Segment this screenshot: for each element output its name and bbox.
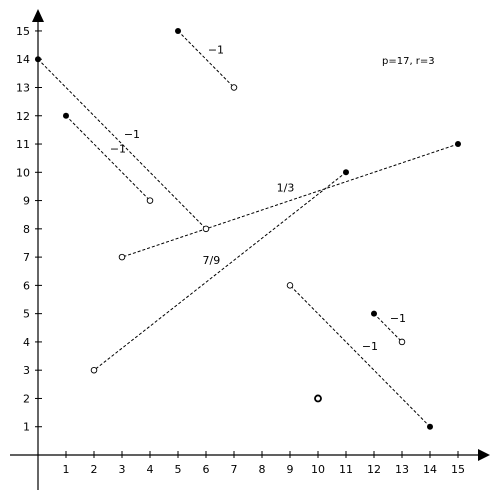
y-tick-label: 1 — [23, 421, 30, 434]
y-tick-label: 13 — [16, 81, 30, 94]
points — [35, 27, 461, 430]
y-axis-arrow — [32, 9, 44, 22]
x-tick-label: 5 — [175, 463, 182, 476]
segment-label: 7/9 — [203, 254, 221, 267]
filled-point — [455, 141, 461, 148]
x-tick-label: 14 — [423, 463, 437, 476]
y-tick-label: 14 — [16, 53, 30, 66]
y-tick-label: 10 — [16, 166, 30, 179]
x-tick-label: 8 — [259, 463, 266, 476]
y-tick-label: 11 — [16, 138, 30, 151]
x-tick-label: 6 — [203, 463, 210, 476]
segment-label: −1 — [362, 340, 378, 353]
x-tick-label: 7 — [231, 463, 238, 476]
segment-label: 1/3 — [277, 181, 295, 194]
filled-point — [371, 310, 377, 317]
dashed-segment — [177, 30, 235, 88]
segment-label: −1 — [124, 128, 140, 141]
y-tick-label: 6 — [23, 279, 30, 292]
segment-labels: −1−1−11/37/9−1−1 — [110, 43, 406, 353]
x-tick-label: 13 — [395, 463, 409, 476]
hollow-point — [118, 253, 126, 261]
dashed-segment — [121, 143, 459, 258]
y-tick-label: 12 — [16, 110, 30, 123]
dashed-segment — [373, 313, 403, 343]
y-tick-label: 4 — [23, 336, 30, 349]
x-tick-label: 11 — [339, 463, 353, 476]
hollow-point — [90, 366, 98, 374]
filled-point — [63, 112, 69, 119]
axes: 1 2 3 4 5 6 7 8 9 10 11 12 13 14 151234567891011121314… — [10, 9, 490, 490]
filled-point — [427, 423, 433, 430]
x-axis-arrow — [478, 449, 490, 461]
filled-point — [35, 56, 41, 63]
hollow-point — [230, 84, 238, 91]
isolated-point — [314, 394, 322, 403]
x-tick-label: 2 — [91, 463, 98, 476]
y-tick-label: 3 — [23, 364, 30, 377]
y-tick-label: 8 — [23, 223, 30, 236]
x-tick-label: 10 — [311, 463, 325, 476]
y-tick-label: 7 — [23, 251, 30, 264]
segments — [37, 30, 459, 428]
y-tick-label: 2 — [23, 392, 30, 405]
filled-point — [343, 169, 349, 176]
hollow-point — [146, 197, 154, 204]
x-tick-label: 15 — [451, 463, 465, 476]
x-tick-label: 9 — [287, 463, 294, 476]
dashed-segment — [93, 171, 347, 371]
x-tick-label: 12 — [367, 463, 381, 476]
hollow-point — [398, 338, 406, 346]
segment-label: −1 — [110, 142, 126, 155]
x-tick-label: 1 — [63, 463, 70, 476]
y-tick-label: 9 — [23, 195, 30, 208]
segment-label: −1 — [208, 43, 224, 56]
y-tick-label: 5 — [23, 308, 30, 321]
dashed-segment — [289, 285, 431, 428]
segment-label: −1 — [390, 312, 406, 325]
x-tick-label: 4 — [147, 463, 154, 476]
x-tick-label: 3 — [119, 463, 126, 476]
hollow-point — [202, 225, 210, 233]
y-tick-label: 15 — [16, 25, 30, 38]
hollow-point — [286, 282, 294, 289]
params-annotation: p=17, r=3 — [382, 56, 435, 67]
filled-point — [175, 27, 181, 34]
